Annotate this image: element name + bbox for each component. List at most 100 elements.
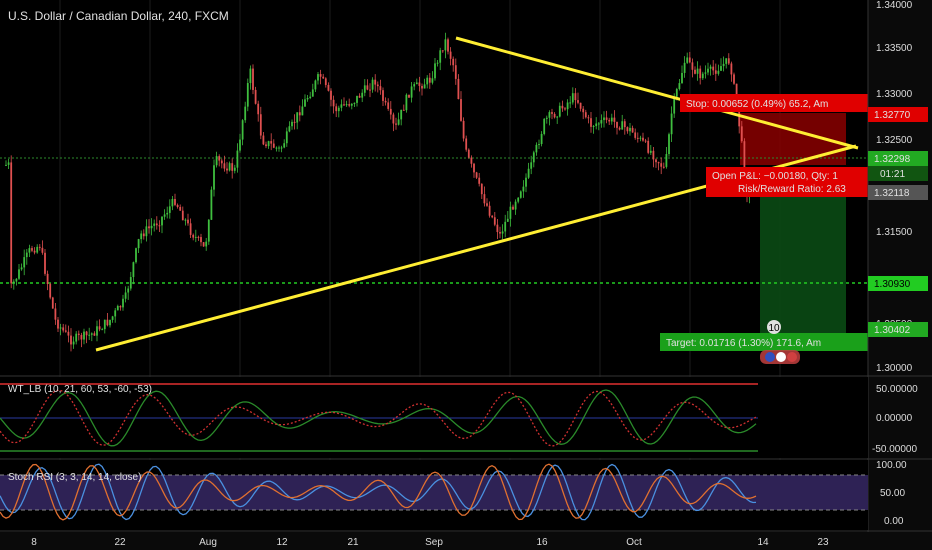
- candle-body: [158, 225, 161, 227]
- candle-body: [504, 221, 507, 232]
- candle-body: [322, 76, 325, 79]
- candle-body: [259, 114, 262, 136]
- candle-body: [124, 292, 127, 299]
- candle-body: [707, 68, 709, 73]
- candle-body: [83, 331, 85, 340]
- candle-body: [662, 166, 665, 168]
- candle-body: [660, 163, 663, 167]
- candle-body: [408, 94, 410, 98]
- last-price-tag: 1.32298: [868, 151, 928, 166]
- candle-body: [67, 331, 70, 336]
- rsi-tick: 50.00: [880, 488, 905, 499]
- candle-body: [681, 72, 683, 84]
- candle-body: [10, 162, 13, 284]
- candle-body: [207, 219, 210, 242]
- candle-body: [135, 248, 137, 263]
- wt-tick: 0.00000: [876, 413, 913, 424]
- candle-body: [470, 157, 473, 164]
- candle-body: [678, 83, 681, 90]
- candle-body: [577, 100, 579, 103]
- candle-body: [473, 163, 475, 173]
- candle-body: [272, 143, 275, 148]
- candle-body: [694, 69, 696, 74]
- candle-body: [327, 84, 330, 91]
- candle-body: [197, 236, 200, 238]
- rsi-tick: 0.00: [884, 516, 904, 527]
- candle-body: [621, 121, 624, 130]
- svg-text:Risk/Reward Ratio: 2.63: Risk/Reward Ratio: 2.63: [738, 184, 846, 195]
- time-label: 21: [347, 537, 359, 548]
- candle-body: [231, 163, 234, 171]
- candle-body: [119, 305, 122, 308]
- candle-body: [590, 118, 592, 127]
- candle-body: [12, 281, 15, 284]
- candle-body: [254, 89, 257, 104]
- candle-body: [389, 108, 392, 115]
- candle-body: [324, 78, 327, 85]
- time-label: Sep: [425, 537, 443, 548]
- economic-event-badge[interactable]: 10: [760, 320, 800, 364]
- candle-body: [228, 163, 231, 171]
- candle-body: [426, 77, 429, 85]
- candle-body: [696, 68, 699, 74]
- candle-body: [33, 250, 36, 253]
- candle-body: [652, 150, 655, 160]
- candle-body: [93, 333, 96, 336]
- candle-body: [673, 96, 676, 114]
- candle-body: [610, 117, 613, 122]
- candle-body: [291, 121, 293, 127]
- svg-text:10: 10: [768, 323, 780, 334]
- candle-body: [374, 79, 377, 85]
- candle-body: [579, 102, 582, 109]
- candle-body: [75, 333, 78, 342]
- candle-body: [460, 99, 462, 121]
- candle-body: [608, 119, 611, 122]
- candle-body: [441, 50, 444, 52]
- candle-body: [210, 189, 213, 220]
- candle-body: [649, 150, 652, 153]
- candle-body: [538, 144, 540, 146]
- candle-body: [36, 246, 39, 253]
- candle-body: [686, 57, 689, 63]
- candle-body: [296, 112, 299, 123]
- time-axis[interactable]: [0, 532, 932, 550]
- candle-body: [85, 331, 88, 336]
- candle-body: [246, 83, 249, 107]
- stoch-d-line: [0, 463, 757, 521]
- upper-trendline[interactable]: [455, 36, 859, 150]
- entry-price-tag: 1.32118: [868, 185, 928, 200]
- candle-body: [285, 131, 288, 144]
- price-tick: 1.33000: [876, 89, 913, 100]
- price-tick: 1.31500: [876, 227, 913, 238]
- candle-body: [15, 278, 18, 282]
- candle-body: [709, 66, 712, 69]
- candle-body: [366, 85, 369, 90]
- price-tick: 1.33500: [876, 43, 913, 54]
- wt-line-2: [0, 389, 757, 447]
- wt-line-1: [0, 389, 757, 447]
- candle-body: [699, 68, 702, 79]
- price-axis[interactable]: [868, 0, 932, 532]
- candle-body: [665, 154, 668, 167]
- candle-body: [361, 92, 364, 98]
- candle-body: [410, 86, 413, 98]
- open-pl-label: Open P&L: −0.00180, Qty: 1 Risk/Reward R…: [706, 167, 868, 197]
- candle-body: [509, 206, 512, 219]
- candle-body: [449, 51, 452, 59]
- candle-body: [535, 144, 538, 153]
- candle-body: [561, 105, 564, 109]
- candle-body: [418, 82, 421, 86]
- time-axis-labels: 8 22 Aug 12 21 Sep 16 Oct 14 23: [31, 537, 829, 548]
- candle-body: [371, 79, 374, 90]
- candle-body: [395, 123, 397, 125]
- candle-body: [5, 164, 7, 166]
- candle-body: [616, 121, 618, 128]
- candle-body: [187, 219, 189, 224]
- candle-body: [532, 152, 535, 163]
- candle-body: [488, 205, 491, 216]
- candle-body: [57, 319, 59, 329]
- svg-text:1.32118: 1.32118: [874, 188, 910, 199]
- candle-body: [655, 159, 657, 163]
- candle-body: [31, 248, 33, 251]
